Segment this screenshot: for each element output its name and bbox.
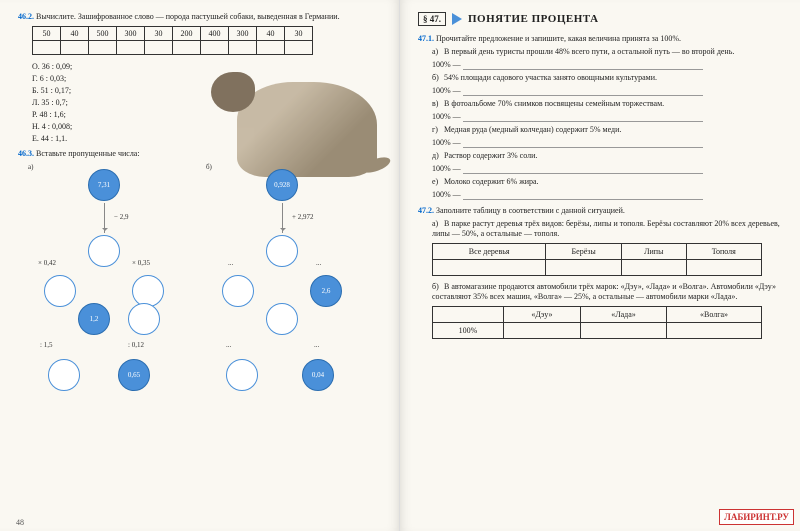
- cipher-table: 5040 500300 30200 400300 4030: [32, 26, 313, 55]
- diagram-b: б) 0,928 + 2,972 ... ... 2,6 ... ... 0,0…: [206, 163, 366, 403]
- ex-num-463: 46.3.: [18, 149, 34, 158]
- table-472b: «Дэу» «Лада» «Волга» 100%: [432, 306, 762, 339]
- table-472a: Все деревья Берёзы Липы Тополя: [432, 243, 762, 276]
- ex-num-472: 47.2.: [418, 206, 434, 215]
- section-number: § 47.: [418, 12, 446, 26]
- diagram-a: а) 7,31 − 2,9 × 0,42 × 0,35 1,2 : 1,5 : …: [28, 163, 188, 403]
- page-number: 48: [16, 518, 24, 527]
- ex-num-471: 47.1.: [418, 34, 434, 43]
- ex-instr-463: Вставьте пропущенные числа:: [36, 149, 140, 158]
- watermark: ЛАБИРИНТ.РУ: [719, 509, 794, 525]
- ex472-b: б)В автомагазине продаются автомобили тр…: [432, 282, 782, 302]
- ex472-a: а)В парке растут деревья трёх видов: бер…: [432, 219, 782, 239]
- ex-num-462: 46.2.: [18, 12, 34, 21]
- section-arrow-icon: [452, 13, 462, 25]
- section-title: ПОНЯТИЕ ПРОЦЕНТА: [468, 13, 599, 25]
- number-diagrams: а) 7,31 − 2,9 × 0,42 × 0,35 1,2 : 1,5 : …: [28, 163, 381, 403]
- ex-instr-462: Вычислите. Зашифрованное слово — порода …: [36, 12, 340, 21]
- ex471-items: а)В первый день туристы прошли 48% всего…: [418, 47, 782, 200]
- section-header: § 47. ПОНЯТИЕ ПРОЦЕНТА: [418, 12, 782, 26]
- ex-instr-472: Заполните таблицу в соответствии с данно…: [436, 206, 625, 215]
- ex-instr-471: Прочитайте предложение и запишите, какая…: [436, 34, 681, 43]
